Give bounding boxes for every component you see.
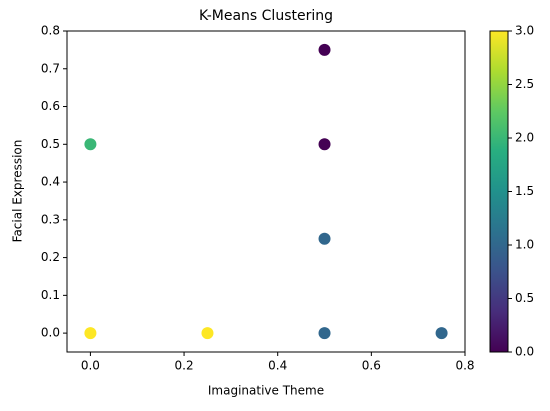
- x-tick-label: 0.6: [362, 359, 381, 373]
- point: [84, 327, 97, 340]
- x-tick-label: 0.2: [175, 359, 194, 373]
- y-tick-label: 0.3: [41, 212, 60, 226]
- colorbar: [490, 31, 508, 352]
- y-tick-label: 0.4: [41, 175, 60, 189]
- y-axis-label: Facial Expression: [11, 140, 25, 243]
- plot-frame: [66, 30, 466, 353]
- y-tick-label: 0.0: [41, 326, 60, 340]
- point: [318, 232, 331, 245]
- y-tick-label: 0.1: [41, 288, 60, 302]
- point: [435, 327, 448, 340]
- point: [318, 327, 331, 340]
- x-axis-label: Imaginative Theme: [208, 384, 324, 398]
- chart-title: K-Means Clustering: [199, 8, 333, 24]
- y-tick-label: 0.2: [41, 250, 60, 264]
- point: [201, 327, 214, 340]
- colorbar-tick-label: 0.5: [515, 291, 534, 305]
- colorbar-tick-label: 3.0: [515, 24, 534, 38]
- y-tick-label: 0.6: [41, 99, 60, 113]
- point: [318, 138, 331, 151]
- x-tick-label: 0.8: [455, 359, 474, 373]
- x-tick-label: 0.4: [268, 359, 287, 373]
- point: [84, 138, 97, 151]
- colorbar-tick-label: 2.0: [515, 131, 534, 145]
- colorbar-tick-label: 1.0: [515, 238, 534, 252]
- point: [318, 43, 331, 56]
- x-tick-label: 0.0: [81, 359, 100, 373]
- y-tick-label: 0.7: [41, 61, 60, 75]
- colorbar-tick-label: 2.5: [515, 77, 534, 91]
- y-tick-label: 0.8: [41, 24, 60, 38]
- y-tick-label: 0.5: [41, 137, 60, 151]
- colorbar-tick-label: 0.0: [515, 345, 534, 359]
- colorbar-tick-label: 1.5: [515, 184, 534, 198]
